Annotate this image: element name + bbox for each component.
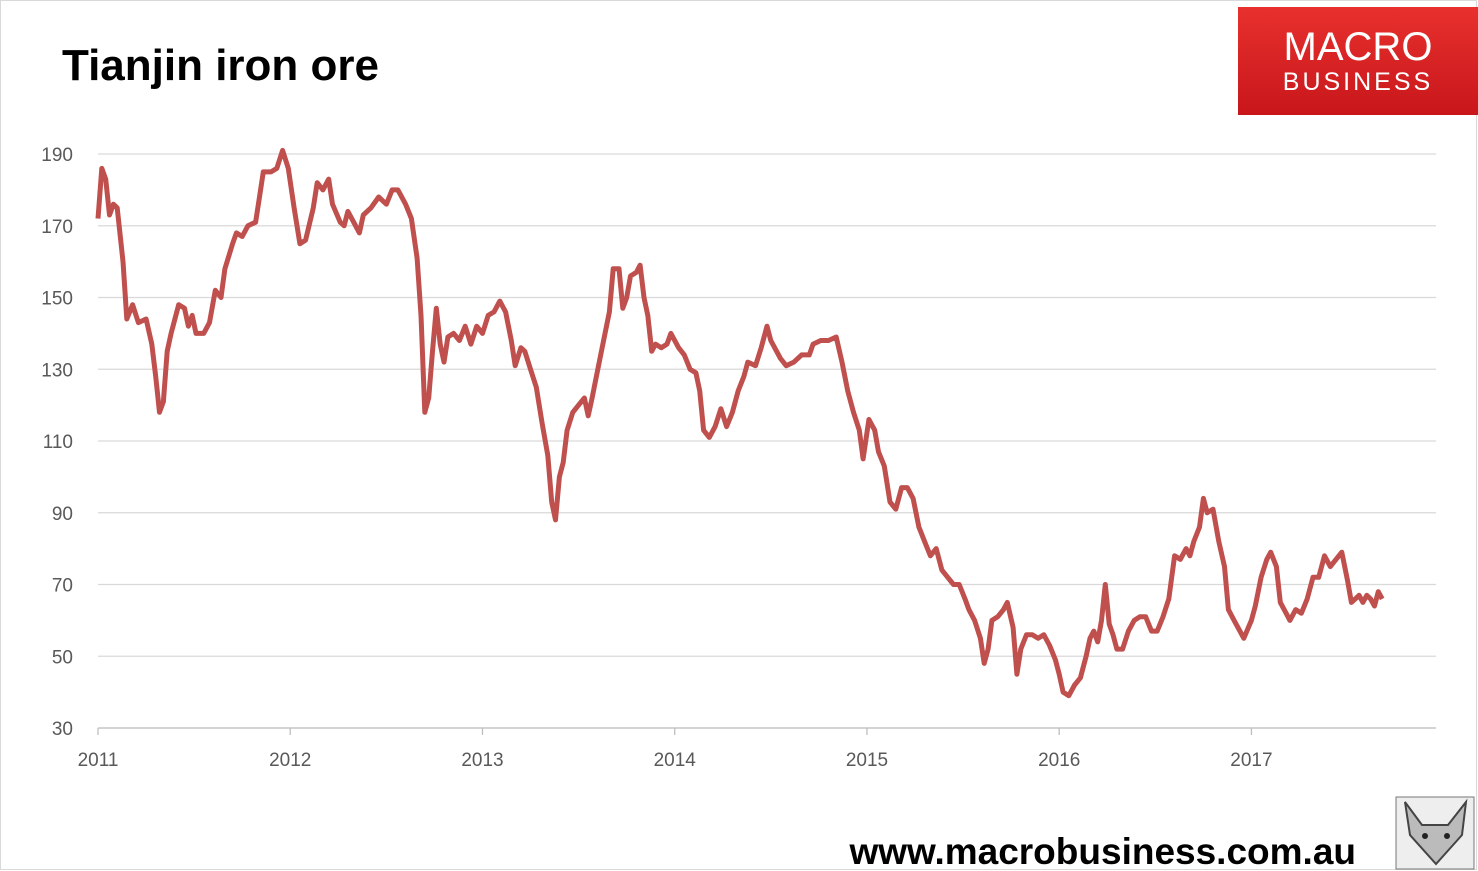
fox-eye	[1422, 833, 1428, 839]
y-tick-label: 110	[43, 432, 73, 453]
y-tick-label: 190	[41, 145, 73, 166]
y-tick-label: 70	[52, 576, 73, 597]
y-tick-label: 30	[52, 719, 73, 740]
y-tick-label: 170	[41, 217, 73, 238]
fox-icon	[1395, 796, 1475, 870]
y-tick-label: 50	[52, 647, 73, 668]
logo-box	[1238, 7, 1478, 115]
x-tick-label: 2017	[1230, 750, 1272, 771]
footer-url: www.macrobusiness.com.au	[848, 831, 1356, 871]
y-tick-label: 150	[41, 289, 73, 310]
y-tick-label: 130	[41, 360, 73, 381]
fox-face	[1404, 798, 1468, 866]
logo: MACRO BUSINESS	[1238, 7, 1478, 115]
y-tick-label: 90	[52, 504, 73, 525]
chart-title: Tianjin iron ore	[62, 41, 379, 90]
x-tick-label: 2016	[1038, 750, 1080, 771]
logo-text: BUSINESS	[1283, 68, 1433, 96]
x-tick-label: 2013	[461, 750, 503, 771]
logo-text: MACRO	[1284, 25, 1433, 69]
x-tick-label: 2011	[78, 750, 119, 771]
x-tick-label: 2015	[846, 750, 888, 771]
x-tick-label: 2014	[654, 750, 697, 771]
x-tick-label: 2012	[269, 750, 311, 771]
fox-eye	[1444, 833, 1450, 839]
line-series	[95, 147, 1385, 699]
